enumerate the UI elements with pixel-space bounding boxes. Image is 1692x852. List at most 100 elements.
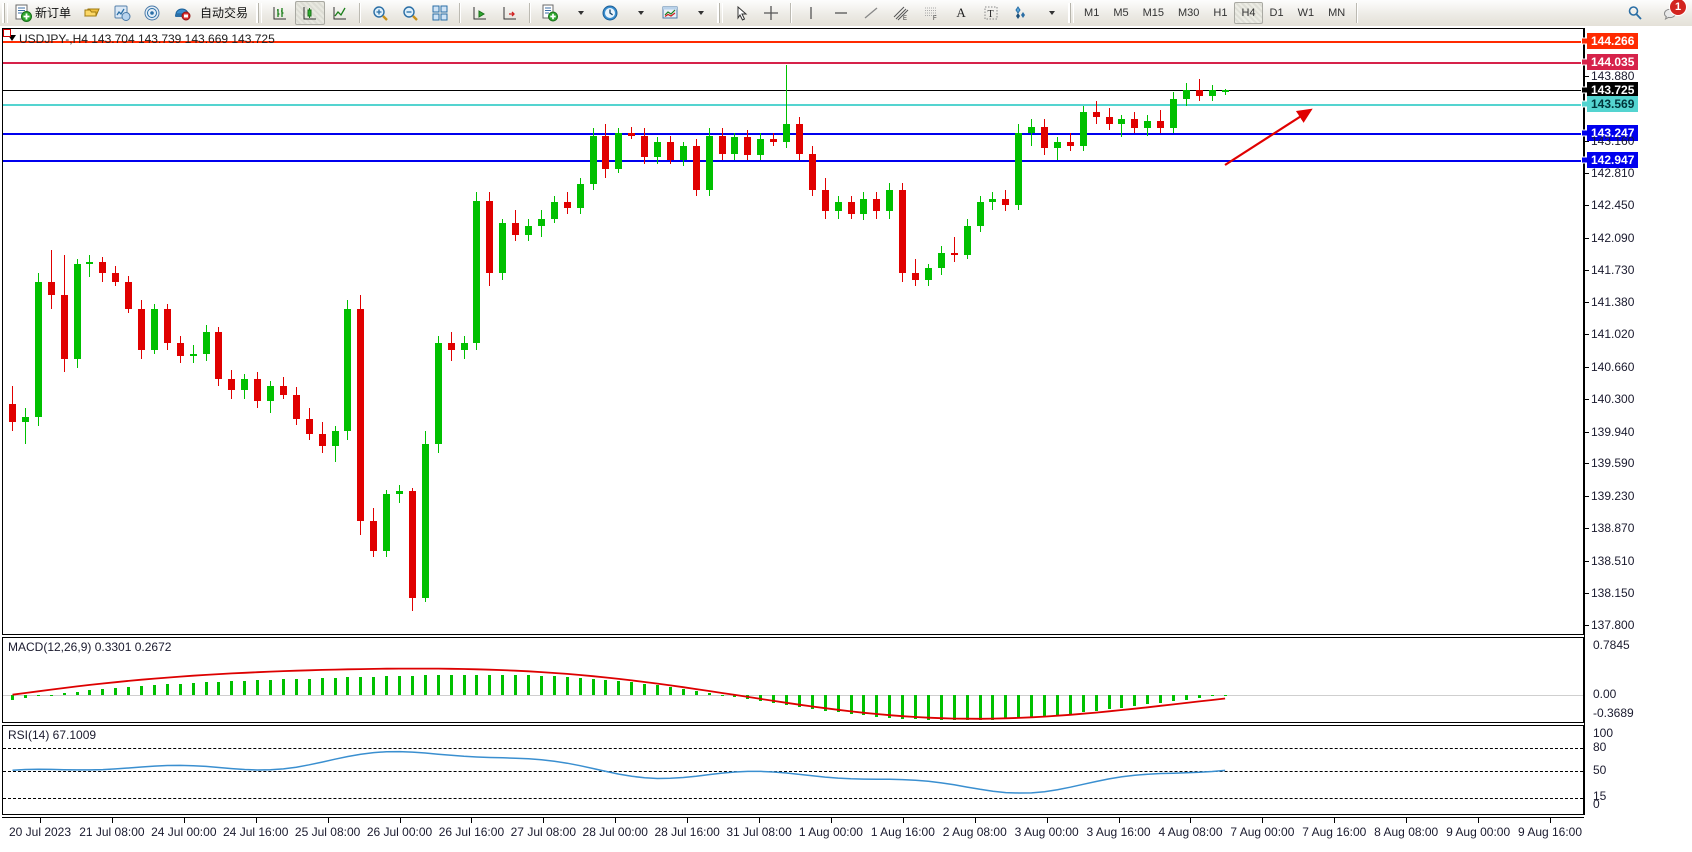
candle-body: [628, 132, 636, 136]
candle: [1170, 29, 1177, 634]
price-level-line[interactable]: [3, 133, 1583, 136]
candle-body: [795, 123, 803, 154]
timeframe-w1[interactable]: W1: [1297, 7, 1315, 19]
templates-dropdown[interactable]: [685, 1, 715, 25]
candle: [950, 29, 958, 634]
chart-area[interactable]: USDJPY-,H4 143.704 143.739 143.669 143.7…: [0, 26, 1692, 852]
text-label-button[interactable]: A: [946, 1, 976, 25]
candle: [112, 29, 120, 634]
price-level-line[interactable]: [3, 104, 1583, 107]
zoom-in-button[interactable]: [365, 1, 395, 25]
candle: [267, 29, 274, 634]
macd-histogram-bar: [230, 681, 234, 696]
candle: [576, 29, 584, 634]
timeframe-m1[interactable]: M1: [1084, 7, 1100, 19]
price-level-line[interactable]: [3, 160, 1583, 163]
price-scale[interactable]: 144.266 144.035 143.880 143.725 143.569 143.2…: [1581, 28, 1690, 815]
candlestick-chart-icon: [303, 7, 317, 20]
chart-shift-button[interactable]: [465, 1, 495, 25]
price-tick: [1585, 205, 1589, 207]
line-chart-button[interactable]: [325, 1, 355, 25]
bar-chart-button[interactable]: [265, 1, 295, 25]
candle: [86, 29, 94, 634]
candle-body: [899, 189, 907, 273]
price-tag[interactable]: 144.035: [1587, 53, 1639, 70]
macd-histogram-bar: [849, 695, 853, 714]
folder-button[interactable]: [77, 1, 107, 25]
price-tag[interactable]: 142.947: [1587, 152, 1639, 169]
toolbar-grip-3[interactable]: [717, 3, 724, 23]
timeframe-h4[interactable]: H4: [1234, 2, 1263, 24]
new-order-button[interactable]: 新订单: [11, 1, 77, 25]
trend-line-icon: [864, 7, 878, 19]
shapes-dropdown[interactable]: [1036, 1, 1066, 25]
price-level-line[interactable]: [3, 89, 1583, 91]
timeframe-mn[interactable]: MN: [1328, 7, 1346, 19]
tile-windows-button[interactable]: [425, 1, 455, 25]
price-tag[interactable]: 144.266: [1587, 33, 1639, 50]
search-button[interactable]: [1620, 1, 1650, 25]
candle-wick: [1031, 119, 1033, 147]
candle-body: [331, 430, 339, 447]
vertical-line-button[interactable]: [796, 1, 826, 25]
indicators-button[interactable]: [535, 1, 565, 25]
timeframe-m15[interactable]: M15: [1142, 7, 1164, 19]
auto-trading-button[interactable]: 自动交易: [197, 1, 254, 25]
candlestick-chart-button[interactable]: [295, 1, 326, 25]
candle: [1002, 29, 1010, 634]
time-scale[interactable]: 20 Jul 2023 21 Jul 08:00 24 Jul 00:00 24 Ju…: [2, 817, 1584, 850]
period-button[interactable]: [595, 1, 625, 25]
price-level-line[interactable]: [3, 61, 1583, 64]
candle-body: [525, 225, 532, 235]
market-watch-button[interactable]: [107, 1, 137, 25]
toolbar-separator-4: [790, 3, 793, 23]
market-watch-icon: [114, 5, 131, 21]
candle-body: [47, 281, 55, 296]
candle-body: [460, 343, 468, 350]
timeframe-m5[interactable]: M5: [1113, 7, 1129, 19]
period-dropdown[interactable]: [625, 1, 655, 25]
equidistant-channel-button[interactable]: E: [886, 1, 916, 25]
navigator-button[interactable]: [137, 1, 167, 25]
auto-scroll-button[interactable]: [495, 1, 525, 25]
toolbar-grip-4[interactable]: [1068, 3, 1075, 23]
chart-drag-handle[interactable]: [3, 29, 11, 37]
alerts-badge: 1: [1669, 0, 1687, 16]
price-tag[interactable]: 143.247: [1587, 125, 1639, 142]
up-trend-arrow[interactable]: [3, 29, 1583, 634]
rsi-pane[interactable]: RSI(14) 67.1009 100 80 50 15 0: [2, 725, 1613, 815]
candle: [150, 29, 158, 634]
crosshair-button[interactable]: [756, 1, 786, 25]
toolbar-grip-2[interactable]: [256, 3, 263, 23]
price-tick: [1585, 140, 1589, 142]
price-tag[interactable]: 143.569: [1587, 96, 1639, 113]
candle-body: [563, 202, 571, 208]
zoom-out-button[interactable]: [395, 1, 425, 25]
toolbar-grip-1[interactable]: [2, 3, 8, 23]
price-tick-label: 139.940: [1591, 424, 1635, 439]
candle: [473, 29, 481, 634]
macd-scale-label: 0.7845: [1593, 638, 1630, 652]
trend-line-button[interactable]: [856, 1, 886, 25]
candle: [73, 29, 81, 634]
shapes-button[interactable]: [1006, 1, 1036, 25]
expert-advisor-button[interactable]: [167, 1, 197, 25]
text-button[interactable]: T: [976, 1, 1006, 25]
indicators-dropdown[interactable]: [565, 1, 595, 25]
candle: [305, 29, 313, 634]
alerts-button[interactable]: 1: [1656, 0, 1687, 25]
templates-button[interactable]: [655, 1, 685, 25]
timeframe-d1[interactable]: D1: [1269, 7, 1284, 19]
timeframe-h1[interactable]: H1: [1213, 7, 1228, 19]
macd-pane[interactable]: MACD(12,26,9) 0.3301 0.2672 0.7845 0.00 -0…: [2, 637, 1634, 723]
timeframe-m30[interactable]: M30: [1178, 7, 1200, 19]
cursor-button[interactable]: [726, 1, 756, 25]
horizontal-line-button[interactable]: [826, 1, 856, 25]
price-tick: [1585, 624, 1589, 626]
macd-histogram-bar: [294, 678, 298, 696]
price-pane[interactable]: USDJPY-,H4 143.704 143.739 143.669 143.7…: [2, 28, 1584, 635]
price-level-line[interactable]: [3, 41, 1583, 44]
fibonacci-button[interactable]: F: [916, 1, 946, 25]
symbol-collapse-arrow-icon[interactable]: [8, 35, 16, 41]
price-tag[interactable]: 143.725: [1587, 81, 1639, 98]
